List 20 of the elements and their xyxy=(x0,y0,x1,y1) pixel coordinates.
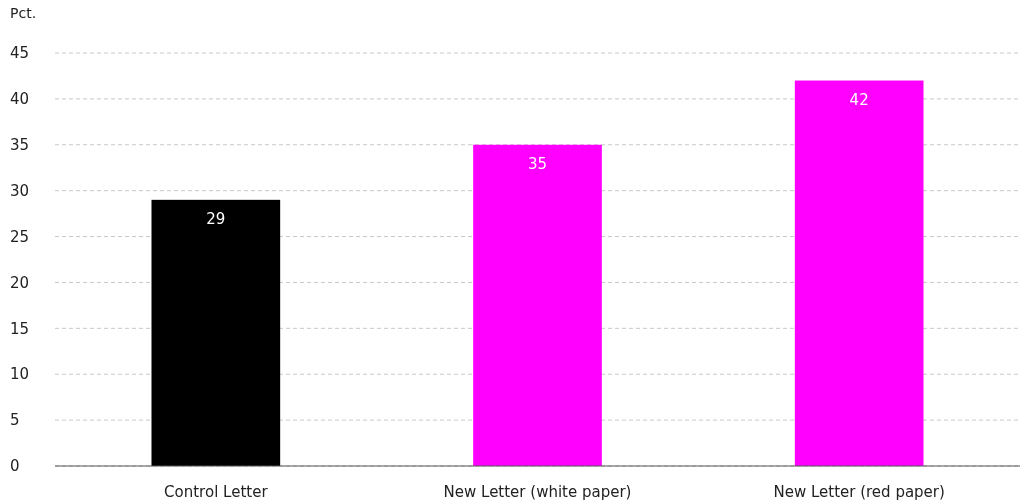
bar xyxy=(794,80,924,466)
y-tick-label: 15 xyxy=(10,319,30,338)
bar xyxy=(151,199,281,466)
x-tick-label: New Letter (white paper) xyxy=(443,483,632,501)
y-tick-label: 40 xyxy=(10,90,30,109)
y-tick-label: 0 xyxy=(10,457,20,476)
x-tick-label: New Letter (red paper) xyxy=(773,483,945,501)
y-tick-label: 5 xyxy=(10,411,20,430)
y-tick-label: 10 xyxy=(10,365,30,384)
y-tick-label: 20 xyxy=(10,273,30,292)
y-axis-title: Pct. xyxy=(10,5,37,21)
x-tick-label: Control Letter xyxy=(164,483,269,501)
y-tick-label: 45 xyxy=(10,44,30,63)
y-tick-label: 30 xyxy=(10,181,30,200)
data-label: 35 xyxy=(527,154,548,173)
data-label: 42 xyxy=(849,90,869,109)
bar xyxy=(473,144,602,466)
data-label: 29 xyxy=(206,209,226,228)
y-tick-label: 25 xyxy=(10,227,30,246)
y-tick-label: 35 xyxy=(10,136,30,155)
